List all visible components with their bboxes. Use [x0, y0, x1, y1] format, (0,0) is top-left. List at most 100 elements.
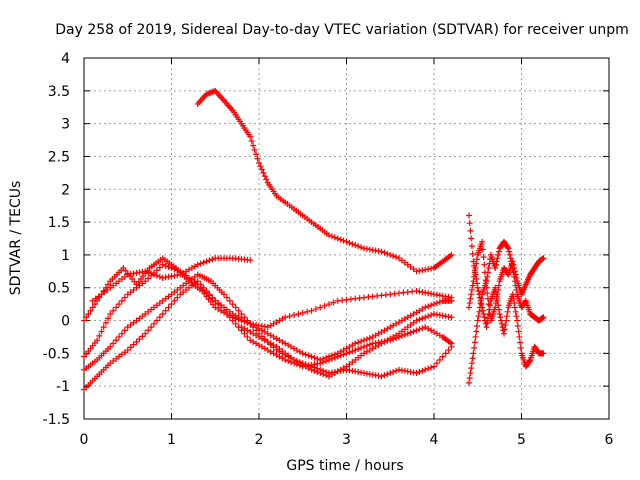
data-point: [387, 337, 394, 344]
data-point: [153, 272, 160, 279]
data-point: [165, 263, 172, 270]
data-point: [127, 344, 134, 351]
data-point: [513, 274, 520, 281]
data-point: [439, 353, 446, 360]
series-arc-f: [194, 87, 455, 275]
data-point: [436, 356, 443, 363]
data-point: [311, 364, 318, 371]
data-point: [355, 345, 362, 352]
data-point: [425, 303, 432, 310]
data-point: [215, 301, 222, 308]
data-point: [498, 317, 505, 324]
data-point: [314, 365, 321, 372]
data-point: [113, 337, 120, 344]
data-point: [323, 368, 330, 375]
data-point: [419, 367, 426, 374]
data-point: [253, 151, 260, 158]
data-point: [299, 309, 306, 316]
data-point: [229, 317, 236, 324]
data-point: [492, 300, 499, 307]
data-points: [81, 87, 547, 393]
data-point: [349, 348, 356, 355]
data-point: [509, 258, 516, 265]
data-point: [485, 301, 492, 308]
data-point: [466, 212, 472, 219]
data-point: [501, 330, 507, 337]
data-point: [390, 336, 397, 343]
data-point: [244, 333, 251, 340]
data-point: [378, 373, 385, 380]
data-point: [317, 366, 324, 373]
data-point: [478, 301, 485, 308]
y-tick-label: 0.5: [48, 281, 70, 297]
data-point: [503, 313, 510, 320]
data-point: [416, 368, 423, 375]
data-point: [466, 379, 472, 386]
data-point: [226, 297, 233, 304]
chart-title: Day 258 of 2019, Sidereal Day-to-day VTE…: [55, 22, 629, 38]
data-point: [363, 342, 370, 349]
data-point: [107, 310, 114, 317]
data-point: [495, 286, 502, 293]
data-point: [203, 288, 210, 295]
data-point: [484, 319, 491, 326]
data-point: [100, 288, 107, 295]
y-tick-label: 1.5: [48, 215, 70, 231]
data-point: [221, 291, 227, 298]
data-point: [448, 314, 455, 321]
data-point: [474, 280, 481, 287]
data-point: [145, 327, 152, 334]
data-point: [474, 317, 481, 324]
data-point: [507, 255, 514, 262]
data-point: [436, 298, 443, 305]
data-point: [469, 355, 476, 362]
data-point: [469, 282, 476, 289]
data-point: [511, 268, 518, 275]
data-point: [328, 355, 335, 362]
data-point: [433, 360, 440, 367]
series-arc-h: [466, 212, 547, 370]
data-point: [194, 278, 201, 285]
data-point: [156, 264, 163, 271]
data-point: [145, 269, 152, 276]
data-point: [136, 336, 143, 343]
data-point: [526, 358, 533, 365]
data-point: [153, 267, 160, 274]
data-point: [346, 239, 353, 246]
data-point: [495, 251, 502, 258]
data-point: [505, 245, 512, 252]
data-point: [514, 323, 521, 330]
data-point: [260, 169, 267, 176]
data-point: [261, 173, 268, 180]
data-point: [142, 268, 149, 275]
data-point: [515, 328, 522, 335]
data-point: [468, 365, 475, 372]
grid-lines: [84, 58, 609, 419]
data-point: [107, 343, 114, 350]
x-tick-label: 4: [430, 432, 439, 448]
data-point: [492, 261, 499, 268]
data-point: [393, 254, 400, 261]
data-point: [291, 356, 297, 363]
data-point: [244, 317, 251, 324]
data-point: [431, 301, 437, 308]
data-point: [419, 315, 426, 322]
data-point: [295, 310, 302, 317]
series-arc-j: [466, 238, 547, 324]
data-point: [206, 291, 213, 298]
data-point: [346, 349, 353, 356]
data-point: [448, 251, 455, 258]
data-point: [431, 363, 437, 370]
data-point: [340, 351, 347, 358]
data-point: [468, 360, 475, 367]
data-point: [482, 269, 489, 276]
data-point: [483, 324, 490, 331]
data-point: [282, 356, 289, 363]
data-point: [256, 160, 262, 167]
data-point: [511, 265, 518, 272]
data-point: [81, 317, 87, 324]
data-point: [223, 294, 230, 301]
data-point: [517, 344, 524, 351]
data-point: [299, 360, 306, 367]
